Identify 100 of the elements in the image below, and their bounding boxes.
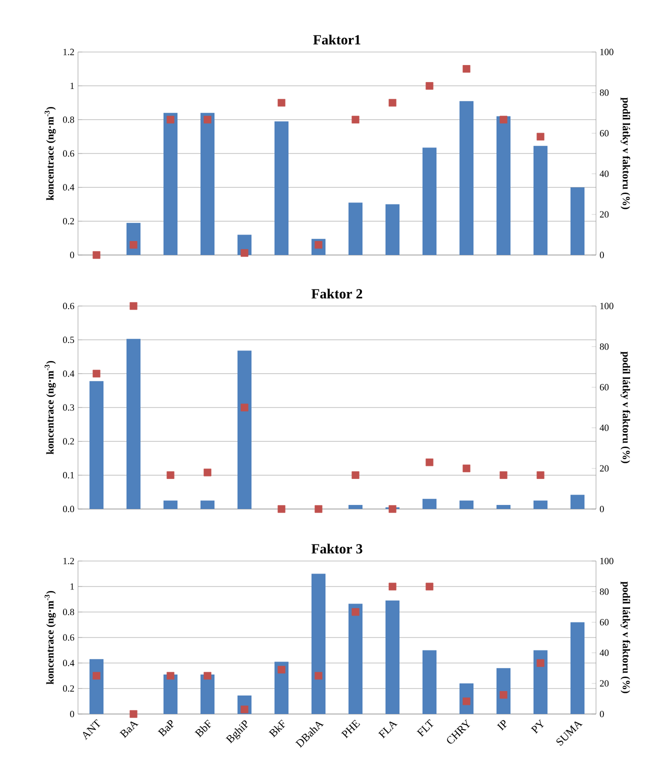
bar bbox=[200, 674, 214, 714]
bar bbox=[348, 604, 362, 714]
y-tick-label: 1 bbox=[70, 82, 74, 89]
y-tick-label: 0.5 bbox=[63, 336, 74, 344]
y2-tick-label: 100 bbox=[600, 48, 614, 56]
point bbox=[388, 582, 396, 590]
bar bbox=[422, 650, 436, 714]
point bbox=[130, 241, 138, 249]
bar bbox=[422, 148, 436, 256]
bar bbox=[274, 121, 288, 256]
bar bbox=[200, 500, 214, 510]
bar bbox=[534, 650, 548, 714]
bar bbox=[90, 381, 104, 510]
y2-axis-title: podíl látky v faktoru (%) bbox=[620, 582, 630, 694]
y2-tick-label: 20 bbox=[600, 680, 609, 687]
y-tick-label: 0.2 bbox=[63, 685, 74, 692]
bar bbox=[348, 504, 362, 510]
bar bbox=[164, 112, 178, 256]
y2-axis-title: podíl látky v faktoru (%) bbox=[620, 352, 630, 464]
y-axis-title: koncentrace (ng·m$^{-3}$) bbox=[44, 590, 56, 684]
x-tick-label: FLA bbox=[378, 722, 398, 738]
y2-tick-label: 80 bbox=[600, 343, 609, 350]
point bbox=[426, 82, 434, 90]
point bbox=[92, 251, 100, 259]
point bbox=[278, 98, 286, 107]
bar bbox=[386, 204, 400, 256]
x-tick-label: BaA bbox=[120, 721, 139, 738]
y2-tick-label: 40 bbox=[600, 650, 609, 656]
point bbox=[536, 659, 544, 667]
bar bbox=[386, 600, 400, 714]
x-tick-label: FLT bbox=[416, 719, 434, 737]
point bbox=[278, 505, 286, 513]
y2-tick-label: 0 bbox=[600, 506, 604, 512]
bar bbox=[238, 350, 252, 510]
x-tick-label: BaP bbox=[158, 720, 174, 737]
point bbox=[240, 706, 248, 714]
bar bbox=[90, 659, 104, 714]
bar bbox=[534, 146, 548, 256]
point bbox=[92, 672, 100, 680]
point bbox=[204, 116, 212, 124]
point bbox=[314, 672, 322, 680]
point bbox=[166, 471, 174, 479]
point bbox=[500, 691, 508, 699]
y-tick-label: 0.0 bbox=[63, 506, 74, 512]
y-tick-label: 0.2 bbox=[63, 218, 74, 224]
y-tick-label: 0.3 bbox=[63, 404, 74, 411]
y-tick-label: 0.4 bbox=[63, 184, 74, 191]
y2-tick-label: 20 bbox=[600, 465, 609, 472]
bar bbox=[496, 116, 510, 256]
point bbox=[388, 98, 396, 107]
bar bbox=[274, 662, 288, 714]
bar bbox=[496, 668, 510, 714]
y2-tick-label: 100 bbox=[600, 302, 614, 310]
point bbox=[278, 666, 286, 674]
point bbox=[130, 710, 138, 718]
y2-tick-label: 100 bbox=[600, 558, 614, 564]
point bbox=[426, 458, 434, 466]
y-tick-label: 0.6 bbox=[63, 634, 74, 641]
bar bbox=[164, 500, 178, 510]
y-axis-title: koncentrace (ng·m$^{-3}$) bbox=[44, 106, 56, 200]
bar bbox=[348, 202, 362, 256]
y-axis-title: koncentrace (ng·m$^{-3}$) bbox=[44, 360, 56, 454]
y2-axis-title: podíl látky v faktoru (%) bbox=[620, 98, 630, 210]
y-tick-label: 1.2 bbox=[63, 558, 74, 564]
bar bbox=[460, 101, 474, 256]
point bbox=[352, 116, 360, 124]
y-tick-label: 0.6 bbox=[63, 150, 74, 157]
point bbox=[500, 116, 508, 124]
bar bbox=[570, 494, 584, 510]
point bbox=[352, 471, 360, 479]
y2-tick-label: 0 bbox=[600, 252, 604, 258]
point bbox=[204, 672, 212, 680]
point bbox=[314, 505, 322, 513]
x-tick-label: IP bbox=[496, 720, 507, 731]
point bbox=[166, 672, 174, 680]
y-tick-label: 0.6 bbox=[63, 302, 74, 310]
y-tick-label: 0.8 bbox=[63, 608, 74, 616]
y2-tick-label: 60 bbox=[600, 130, 609, 136]
point bbox=[240, 404, 248, 412]
bar bbox=[460, 500, 474, 510]
point bbox=[462, 464, 470, 472]
chart-title: Faktor 3 bbox=[311, 544, 362, 554]
y-tick-label: 1.2 bbox=[63, 48, 74, 56]
point bbox=[536, 471, 544, 479]
point bbox=[352, 608, 360, 616]
y-tick-label: 0.4 bbox=[63, 660, 74, 666]
point bbox=[166, 116, 174, 124]
point bbox=[204, 468, 212, 476]
y2-tick-label: 80 bbox=[600, 588, 609, 595]
x-tick-label: BkF bbox=[268, 720, 286, 738]
x-tick-label: PY bbox=[530, 719, 544, 734]
point bbox=[92, 370, 100, 378]
bar bbox=[164, 674, 178, 714]
bar bbox=[496, 504, 510, 510]
point bbox=[130, 302, 138, 310]
y-tick-label: 0 bbox=[70, 710, 74, 718]
y-tick-label: 0.2 bbox=[63, 438, 74, 445]
bar bbox=[312, 574, 326, 714]
x-tick-label: BbF bbox=[194, 720, 212, 738]
bar bbox=[534, 500, 548, 510]
